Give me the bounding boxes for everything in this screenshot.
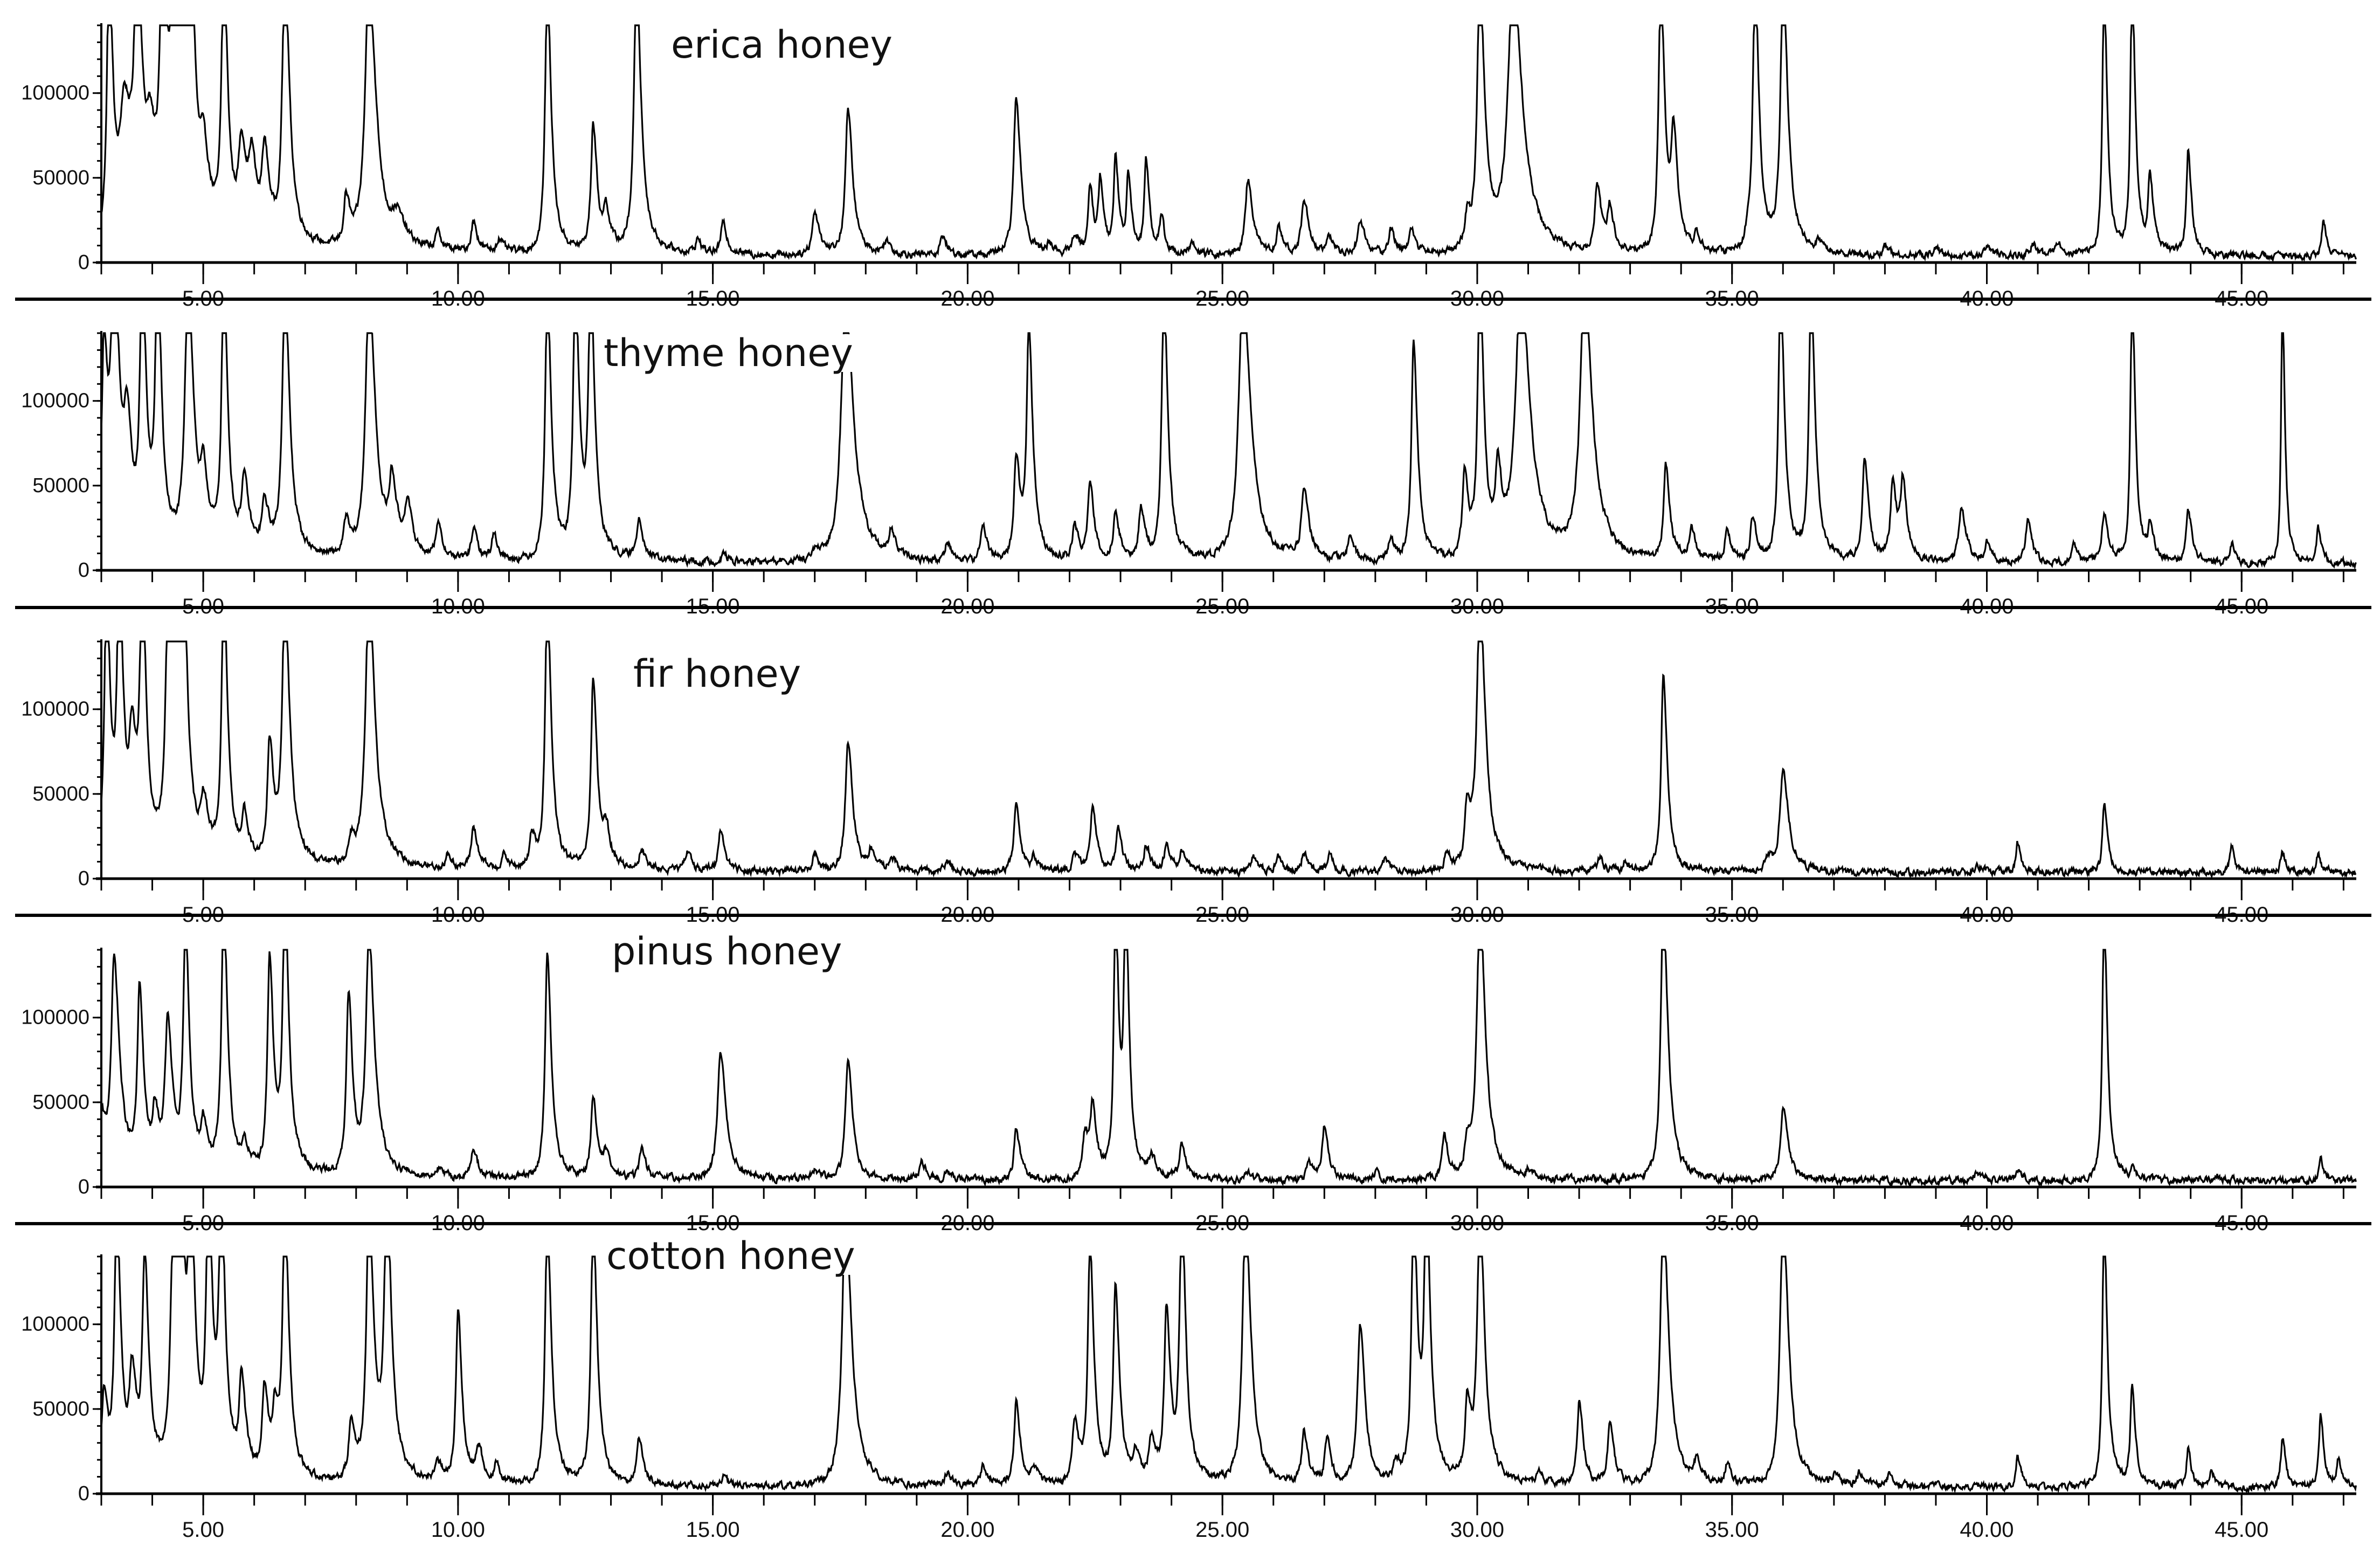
x-tick-label: 35.00 (1705, 1518, 1759, 1542)
chromatogram-trace (100, 640, 2357, 879)
panel-title-pinus: pinus honey (612, 929, 842, 974)
y-tick-label: 0 (78, 251, 89, 274)
chromatogram-trace (101, 949, 2357, 1188)
x-tick-label: 40.00 (1960, 1518, 2014, 1542)
y-tick-label: 100000 (21, 82, 89, 105)
y-tick-label: 100000 (21, 698, 89, 721)
x-tick-label: 15.00 (686, 1518, 740, 1542)
x-tick-label: 5.00 (182, 1518, 224, 1542)
y-tick-label: 0 (78, 867, 89, 890)
y-tick-label: 100000 (21, 390, 89, 412)
x-tick-label: 10.00 (431, 1518, 485, 1542)
panel-title-thyme: thyme honey (604, 331, 853, 375)
panel-cotton-honey: 0 50000 100000 5.00 10.00 15.00 20.00 25.00 30.0… (21, 1254, 2357, 1542)
chromatogram-trace (100, 1255, 2357, 1494)
y-tick-label: 0 (78, 1176, 89, 1198)
y-tick-label: 100000 (21, 1006, 89, 1029)
panel-title-erica: erica honey (671, 23, 892, 67)
y-tick-label: 50000 (32, 783, 89, 805)
panel-title-cotton: cotton honey (606, 1234, 855, 1278)
x-tick-label: 45.00 (2215, 1518, 2268, 1542)
y-tick-label: 50000 (32, 167, 89, 189)
x-tick-label: 25.00 (1195, 1518, 1249, 1542)
chromatogram-trace (100, 332, 2357, 570)
y-tick-label: 50000 (32, 1091, 89, 1114)
y-tick-label: 50000 (32, 474, 89, 497)
chromatogram-trace (100, 24, 2357, 263)
y-tick-label: 100000 (21, 1313, 89, 1336)
x-tick-label: 30.00 (1450, 1518, 1504, 1542)
panel-title-fir: fir honey (633, 652, 801, 696)
y-tick-label: 50000 (32, 1398, 89, 1420)
y-tick-label: 0 (78, 559, 89, 582)
y-tick-label: 0 (78, 1482, 89, 1505)
x-tick-label: 20.00 (940, 1518, 994, 1542)
